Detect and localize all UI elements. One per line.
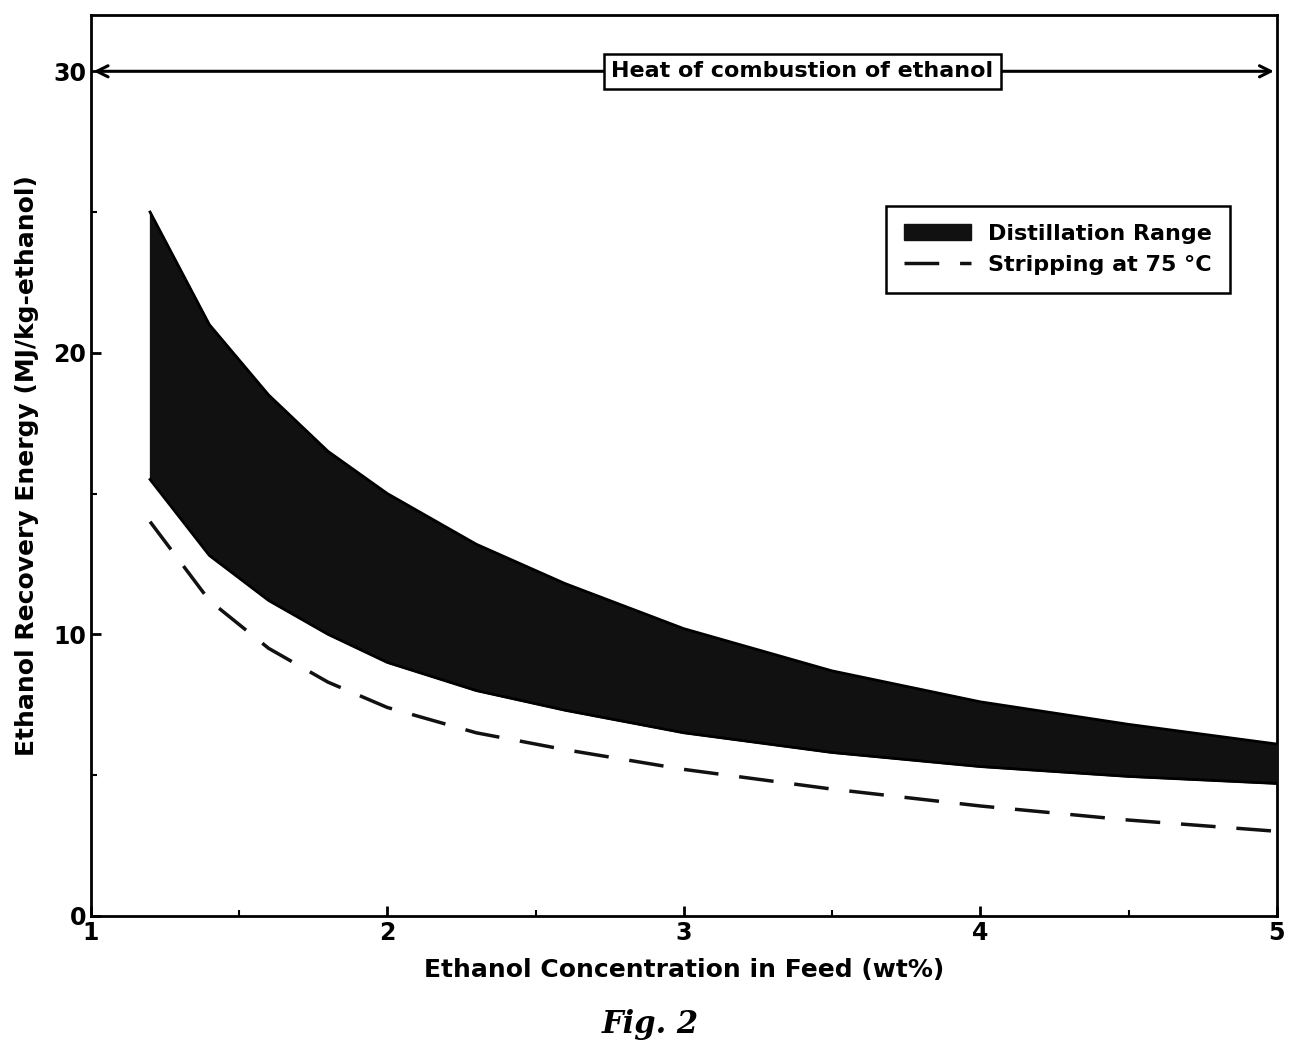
- Legend: Distillation Range, Stripping at 75 °C: Distillation Range, Stripping at 75 °C: [887, 206, 1230, 293]
- Text: Heat of combustion of ethanol: Heat of combustion of ethanol: [611, 61, 993, 81]
- X-axis label: Ethanol Concentration in Feed (wt%): Ethanol Concentration in Feed (wt%): [424, 959, 944, 983]
- Text: Fig. 2: Fig. 2: [602, 1008, 698, 1040]
- Y-axis label: Ethanol Recovery Energy (MJ/kg-ethanol): Ethanol Recovery Energy (MJ/kg-ethanol): [16, 175, 39, 756]
